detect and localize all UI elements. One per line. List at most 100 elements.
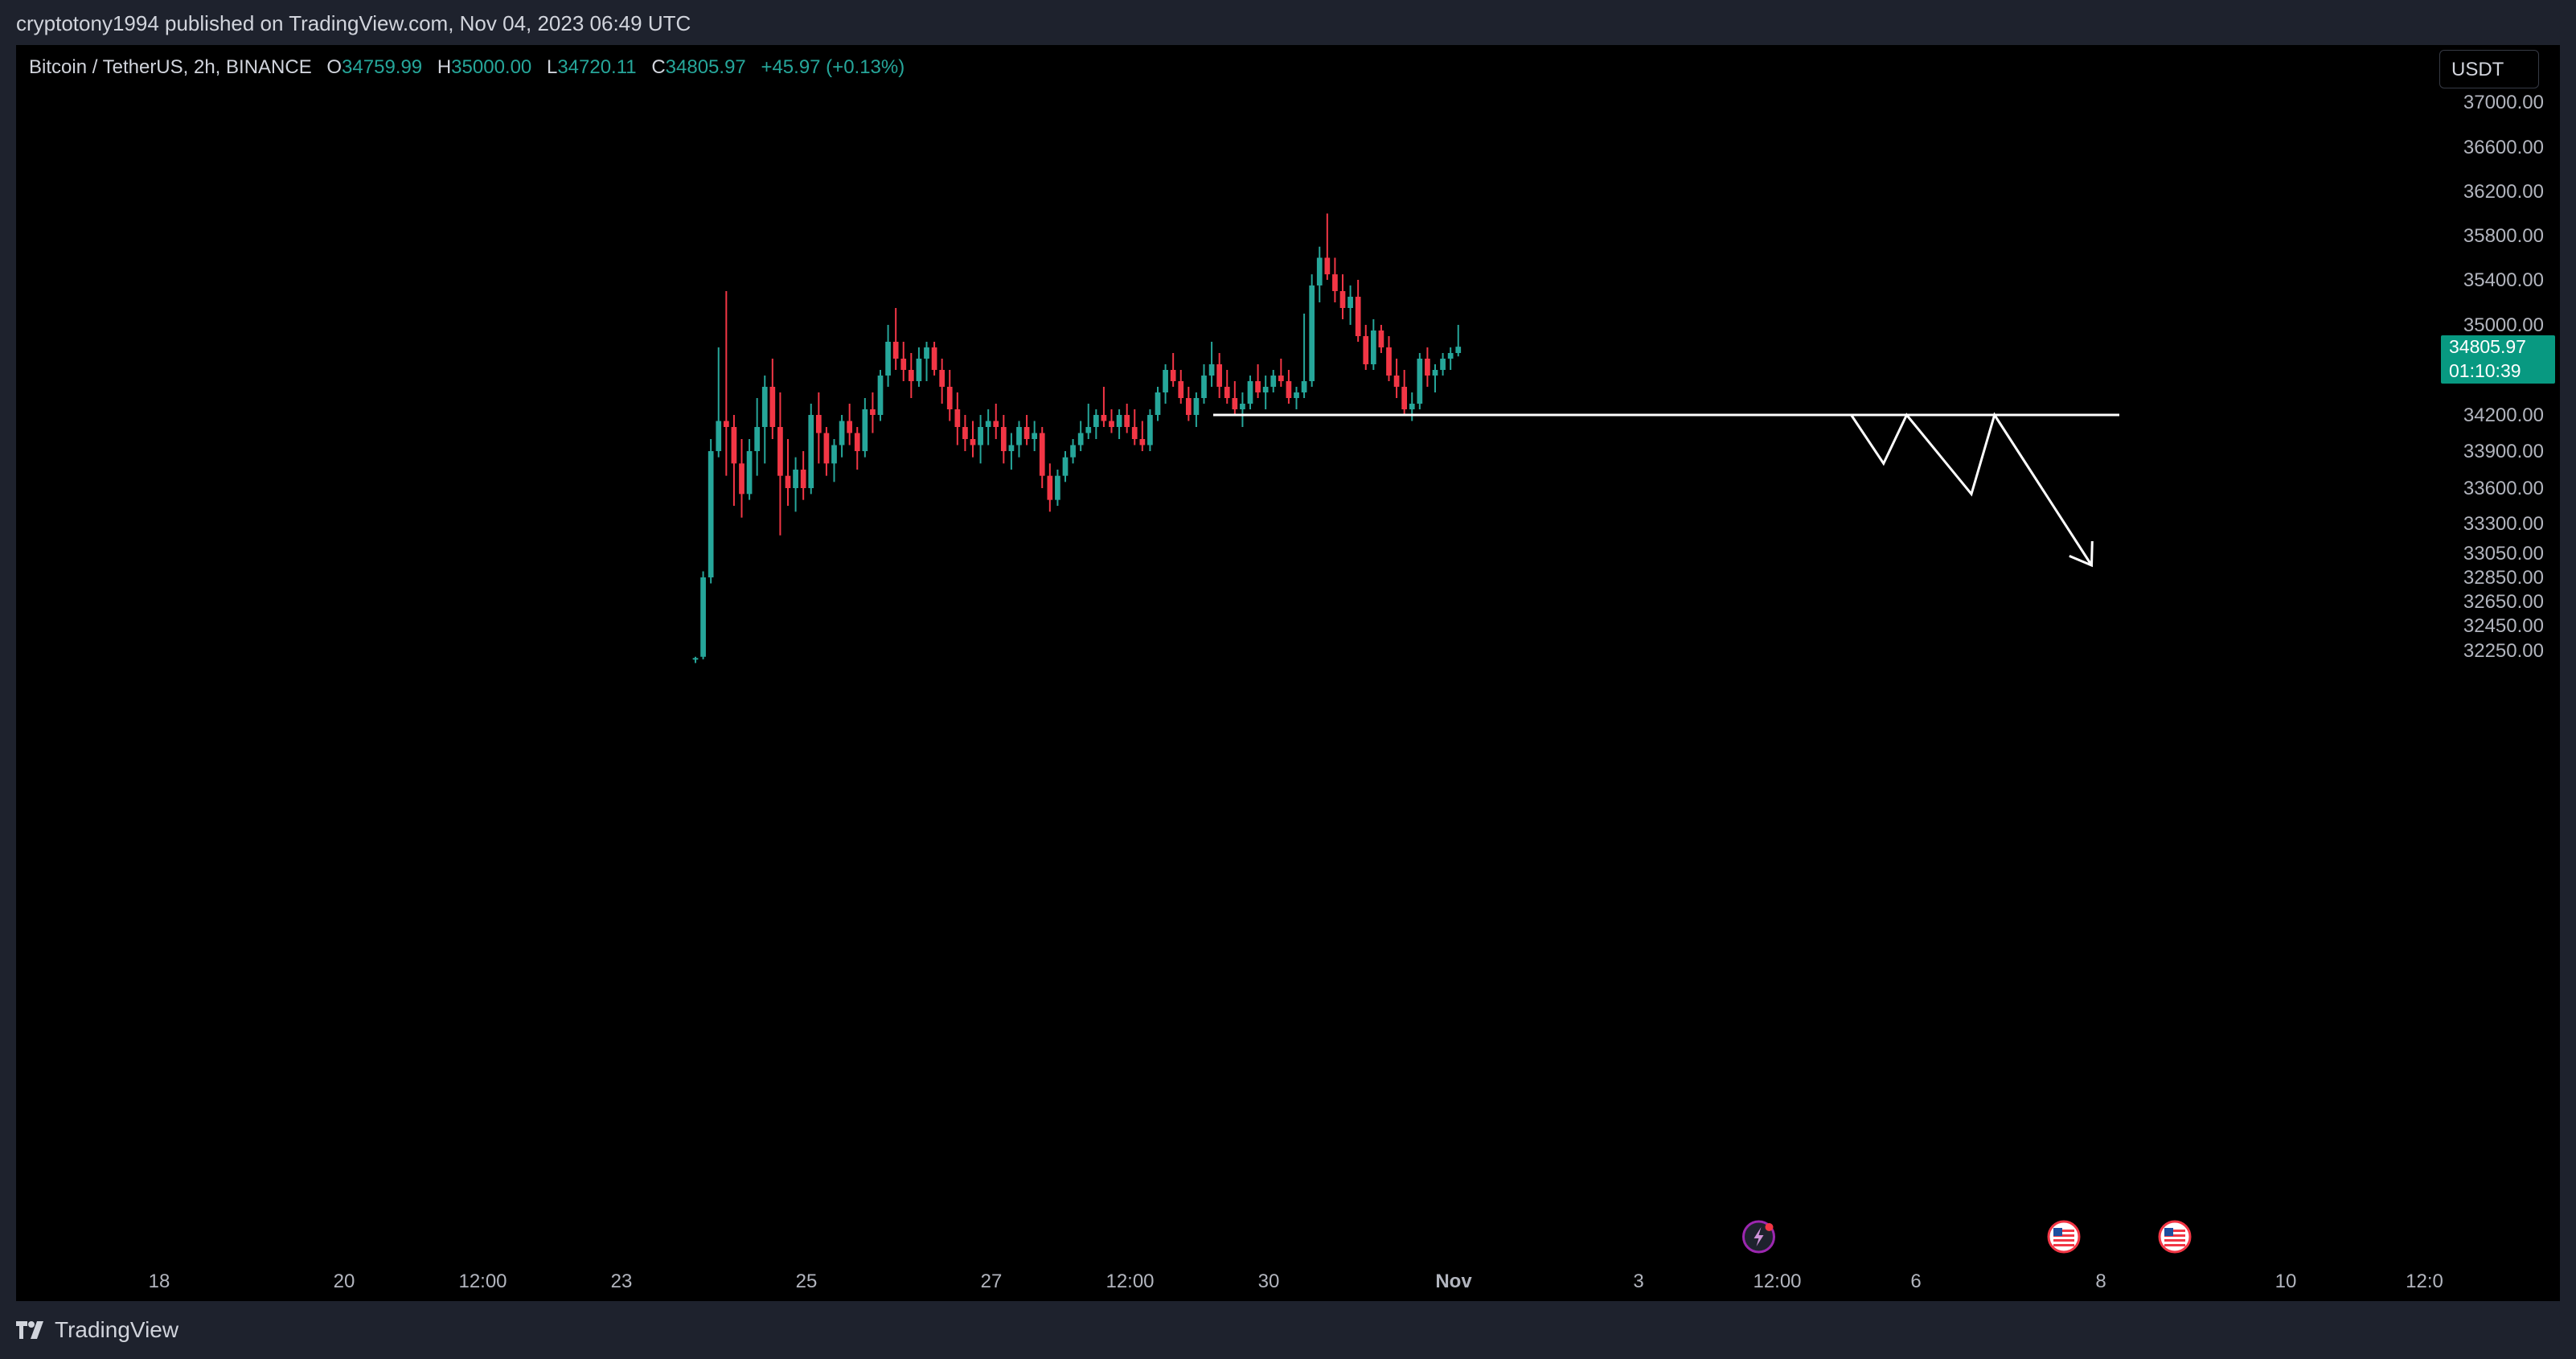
change-value: +45.97 (+0.13%) — [761, 56, 905, 78]
candle-body — [885, 342, 891, 376]
candle-body — [1124, 415, 1130, 427]
open-value: 34759.99 — [342, 56, 423, 78]
candle-body — [1432, 370, 1438, 376]
candle — [1023, 415, 1030, 445]
candle-body — [1208, 364, 1215, 376]
candle — [1208, 342, 1215, 387]
candle — [970, 421, 976, 458]
candle — [1170, 353, 1176, 387]
candle — [1440, 353, 1446, 376]
candle-body — [1116, 415, 1122, 427]
open-label: O — [326, 56, 343, 78]
candle — [1294, 387, 1299, 409]
candle — [1255, 364, 1261, 398]
symbol-legend[interactable]: Bitcoin / TetherUS, 2h, BINANCE O34759.9… — [29, 56, 904, 79]
candle-body — [1440, 359, 1446, 370]
candle-body — [731, 427, 737, 464]
candle — [1116, 409, 1122, 439]
publish-info: cryptotony1994 published on TradingView.… — [16, 11, 691, 35]
candle-body — [1000, 427, 1007, 451]
publish-header: cryptotony1994 published on TradingView.… — [0, 0, 2576, 45]
candle — [1378, 325, 1384, 353]
time-tick-label: 12:00 — [1105, 1271, 1154, 1292]
candle — [1131, 409, 1138, 445]
candle — [877, 370, 884, 421]
price-tick-label: 33600.00 — [2463, 478, 2544, 499]
candle — [746, 439, 753, 500]
price-tick-label: 32850.00 — [2463, 567, 2544, 589]
candle — [700, 571, 706, 659]
candle-body — [1055, 475, 1060, 500]
candle-body — [1370, 331, 1376, 364]
candle-body — [1378, 331, 1384, 347]
currency-button[interactable]: USDT — [2439, 50, 2539, 88]
candle-body — [746, 451, 753, 495]
time-tick-label: 12:0 — [2406, 1271, 2443, 1292]
candle — [1301, 314, 1307, 398]
candle-body — [1070, 445, 1076, 458]
candle — [1047, 463, 1053, 512]
candle-body — [1201, 376, 1207, 398]
candle — [1332, 257, 1338, 302]
footer-bar: TradingView — [0, 1301, 2576, 1359]
candle — [862, 398, 868, 458]
candle — [978, 415, 983, 464]
candle — [1224, 370, 1230, 404]
price-axis: 37000.00 36600.00 36200.00 35800.00 35400.00… — [2463, 92, 2544, 662]
candle — [854, 427, 860, 470]
candle-body — [908, 370, 914, 381]
candle — [1077, 421, 1084, 451]
candle-body — [877, 376, 884, 415]
candle-body — [723, 421, 729, 427]
candle — [885, 325, 891, 387]
chart-pane[interactable]: 37000.00 36600.00 36200.00 35800.00 35400.00… — [16, 45, 2560, 1301]
candle-body — [1347, 297, 1353, 308]
candle-body — [931, 347, 937, 370]
candle-body — [847, 421, 853, 433]
candle — [892, 308, 899, 370]
candle — [1324, 213, 1331, 280]
time-tick-label: 12:00 — [1753, 1271, 1801, 1292]
candle — [1409, 392, 1415, 421]
high-label: H — [437, 56, 452, 78]
candle — [1309, 274, 1315, 387]
candle-body — [769, 387, 776, 427]
candle — [1347, 285, 1353, 325]
time-tick-label: 30 — [1258, 1271, 1280, 1292]
candle — [692, 656, 699, 663]
low-label: L — [546, 56, 558, 78]
candle-body — [1232, 398, 1238, 409]
candle — [1247, 376, 1253, 409]
tradingview-brand[interactable]: TradingView — [16, 1317, 178, 1343]
candle-body — [1247, 381, 1253, 404]
candle-body — [823, 433, 830, 464]
us-flag-event-icon — [2158, 1220, 2192, 1254]
candle — [1193, 392, 1200, 427]
candle — [1216, 353, 1223, 398]
candle — [1240, 392, 1245, 427]
candle-body — [1163, 370, 1168, 392]
candle-body — [839, 421, 845, 445]
candle — [1178, 370, 1184, 404]
candle — [1401, 370, 1408, 415]
candle-body — [1355, 297, 1361, 336]
candlestick-chart[interactable]: 37000.00 36600.00 36200.00 35800.00 35400.00… — [16, 45, 2560, 1301]
candle — [1286, 370, 1292, 404]
drawings-layer — [1213, 412, 2119, 568]
candle-body — [985, 421, 991, 427]
time-tick-label: 27 — [981, 1271, 1003, 1292]
candle — [716, 347, 722, 458]
candle — [870, 392, 876, 433]
candle-body — [939, 370, 945, 387]
time-tick-label: 18 — [149, 1271, 170, 1292]
bar-countdown: 01:10:39 — [2449, 360, 2521, 382]
candle — [754, 398, 761, 476]
candle — [831, 439, 837, 482]
candle — [1393, 359, 1400, 398]
candle — [1232, 381, 1238, 415]
candle — [1185, 387, 1192, 421]
candle-body — [1224, 387, 1230, 398]
tradingview-logo-icon — [16, 1321, 43, 1339]
candle-body — [692, 658, 699, 660]
candle — [839, 415, 845, 458]
